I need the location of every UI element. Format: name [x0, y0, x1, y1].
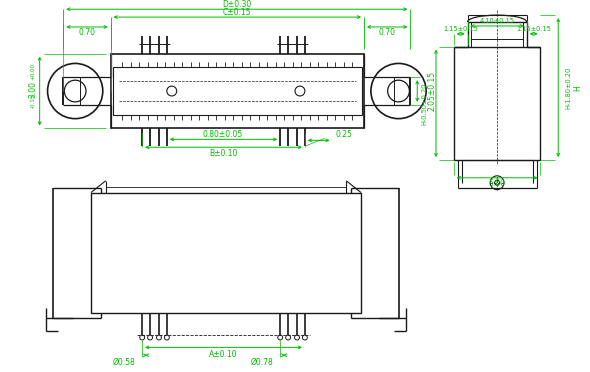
Text: C±0.15: C±0.15 — [222, 8, 251, 17]
Bar — [111, 54, 364, 128]
Text: 0.70: 0.70 — [378, 28, 395, 37]
Text: 5.00: 5.00 — [489, 179, 506, 188]
Text: H-0.50±0.20: H-0.50±0.20 — [421, 83, 427, 125]
Text: H-1.80±0.20: H-1.80±0.20 — [565, 67, 571, 109]
Text: B±0.10: B±0.10 — [209, 149, 237, 158]
Text: D±0.30: D±0.30 — [222, 0, 251, 9]
Bar — [91, 193, 361, 313]
Text: A±0.10: A±0.10 — [209, 350, 237, 359]
Text: 1.15±0.15: 1.15±0.15 — [516, 26, 551, 32]
Text: 1.15±0.15: 1.15±0.15 — [443, 26, 478, 32]
Text: Ø0.78: Ø0.78 — [251, 357, 274, 367]
Bar — [113, 67, 362, 115]
Text: +0.00: +0.00 — [30, 63, 35, 80]
Text: 0.80±0.05: 0.80±0.05 — [203, 130, 243, 139]
Text: Ø0.58: Ø0.58 — [113, 357, 136, 367]
Text: 4.10±0.15: 4.10±0.15 — [480, 18, 514, 24]
Text: 2.05±0.15: 2.05±0.15 — [428, 71, 437, 111]
Text: 0.25: 0.25 — [336, 130, 353, 139]
Text: 0.70: 0.70 — [78, 28, 96, 37]
Text: -0.15: -0.15 — [30, 94, 35, 108]
Bar — [454, 46, 540, 160]
Text: 3.00: 3.00 — [28, 81, 37, 97]
Text: H: H — [573, 85, 582, 91]
